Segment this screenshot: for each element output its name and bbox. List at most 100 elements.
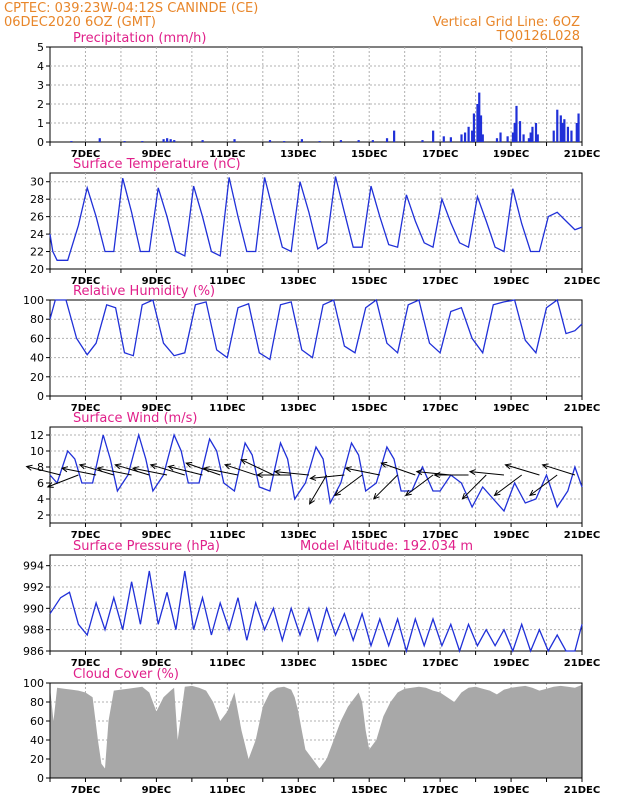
panel1-bar <box>233 139 236 142</box>
panel4-ytick-label: 4 <box>37 493 44 506</box>
panel1-xtick-label: 11DEC <box>209 149 245 160</box>
panel1-bar <box>385 138 389 142</box>
panel2-series-line <box>49 176 583 261</box>
panel2-ytick-label: 20 <box>30 263 44 276</box>
panel4-xtick-label: 7DEC <box>71 530 100 541</box>
panel1-bar <box>481 134 484 142</box>
panel5-xtick-label: 21DEC <box>564 658 600 669</box>
panel1-bar <box>472 113 476 142</box>
panel6-xtick-label: 7DEC <box>71 785 100 796</box>
panel2-xtick-label: 17DEC <box>422 276 458 287</box>
panel6-xtick-label: 17DEC <box>422 785 458 796</box>
panel4-wind-arrowhead <box>309 497 315 505</box>
panel4-wind-arrowhead <box>131 466 139 473</box>
panel6-xtick-label: 9DEC <box>142 785 171 796</box>
panel1-bar <box>522 134 525 142</box>
panel6-ytick-label: 100 <box>23 677 44 690</box>
panel3-ytick-label: 40 <box>30 352 44 365</box>
panel1-xtick-label: 13DEC <box>280 149 316 160</box>
panel1-bar <box>432 130 435 142</box>
panel4-wind-arrowhead <box>240 459 248 465</box>
panel1-bar <box>141 141 144 142</box>
panel2-ytick-label: 28 <box>30 193 44 206</box>
panel5-ytick-label: 990 <box>23 602 44 615</box>
panel5-series-line <box>49 570 583 654</box>
panel4-wind-arrowhead <box>504 463 512 470</box>
panel4-wind-arrowhead <box>46 482 54 488</box>
header-date: 06DEC2020 6OZ (GMT) <box>4 15 156 30</box>
panel3-xtick-label: 11DEC <box>209 403 245 414</box>
panel1-xtick-label: 7DEC <box>71 149 100 160</box>
panel1-bar <box>471 130 474 142</box>
panel1-xtick-label: 9DEC <box>142 149 171 160</box>
panel4-wind-arrowhead <box>185 461 193 468</box>
panel4-wind-arrowhead <box>202 466 210 473</box>
panel4-wind-arrowhead <box>344 466 352 473</box>
panel1-bar <box>575 123 578 142</box>
panel4-wind-arrowhead <box>404 489 412 497</box>
panel1-ytick-label: 0 <box>37 136 44 149</box>
panel1-ytick-label: 3 <box>37 79 44 92</box>
panel3-xtick-label: 15DEC <box>351 403 387 414</box>
panel1-xtick-label: 19DEC <box>493 149 529 160</box>
panel4-wind-arrowhead <box>224 463 232 470</box>
panel1-ytick-label: 4 <box>37 60 44 73</box>
panel4-wind-arrow <box>505 464 540 476</box>
panel3-ytick-label: 100 <box>23 294 44 307</box>
panel4-xtick-label: 17DEC <box>422 530 458 541</box>
panel4-ytick-label: 10 <box>30 445 44 458</box>
panel1-bar <box>479 115 483 142</box>
panel6-ytick-label: 40 <box>30 734 44 747</box>
panel1-bar <box>162 139 165 142</box>
panel4-wind-arrowhead <box>541 463 549 470</box>
panel4-wind-arrowhead <box>433 471 441 479</box>
panel1-bar <box>536 134 539 142</box>
panel4-wind-arrow <box>469 471 505 476</box>
panel1-bar <box>169 139 172 142</box>
panel1-bar <box>570 130 573 142</box>
panel4-wind-arrow <box>79 464 114 476</box>
panel4-wind-arrow <box>47 474 79 488</box>
panel6-ytick-label: 80 <box>30 696 44 709</box>
panel4-wind-arrow <box>62 467 97 476</box>
panel6-xtick-label: 15DEC <box>351 785 387 796</box>
panel5-ytick-label: 986 <box>23 645 44 658</box>
panel4-wind-arrow <box>310 474 345 479</box>
panel1-bar <box>534 123 538 142</box>
panel5-ytick-label: 992 <box>23 581 44 594</box>
panel2-ytick-label: 26 <box>30 211 44 224</box>
panel6-title: Cloud Cover (%) <box>73 667 179 682</box>
panel2-xtick-label: 21DEC <box>564 276 600 287</box>
panel1-bar <box>531 126 534 142</box>
panel1-title: Precipitation (mm/h) <box>73 31 206 46</box>
panel6-cloud-area <box>50 684 582 778</box>
panel4-wind-arrow <box>334 474 363 496</box>
panel2-xtick-label: 9DEC <box>142 276 171 287</box>
panel3-ytick-label: 80 <box>30 313 44 326</box>
panel2-xtick-label: 7DEC <box>71 276 100 287</box>
panel1-bar <box>357 140 360 142</box>
panel4-wind-arrowhead <box>167 464 175 471</box>
panel2-ytick-label: 24 <box>30 228 44 241</box>
panel1-bar <box>518 121 522 142</box>
panel4-wind-arrow <box>97 467 132 476</box>
panel4-wind-arrow <box>309 474 328 505</box>
panel6-ytick-label: 0 <box>37 772 44 785</box>
panel4-series-line <box>49 432 583 513</box>
panel4-wind-arrowhead <box>60 466 69 473</box>
panel3-xtick-label: 21DEC <box>564 403 600 414</box>
panel1-bar <box>556 109 559 142</box>
panel1-bar <box>561 123 564 142</box>
panel4-wind-arrow <box>224 464 256 476</box>
panel2-title: Surface Temperature (nC) <box>73 157 241 172</box>
panel3-xtick-label: 19DEC <box>493 403 529 414</box>
panel5-xtick-label: 13DEC <box>280 658 316 669</box>
panel1-bar <box>393 130 396 142</box>
panel2-frame <box>49 172 583 270</box>
panel1-bar <box>123 141 126 142</box>
panel4-wind-arrow <box>26 466 61 476</box>
panel5-title: Surface Pressure (hPa) <box>73 539 220 554</box>
panel4-wind-arrowhead <box>529 489 536 497</box>
panel1-bar <box>527 138 530 142</box>
panel1-bar <box>98 138 101 142</box>
